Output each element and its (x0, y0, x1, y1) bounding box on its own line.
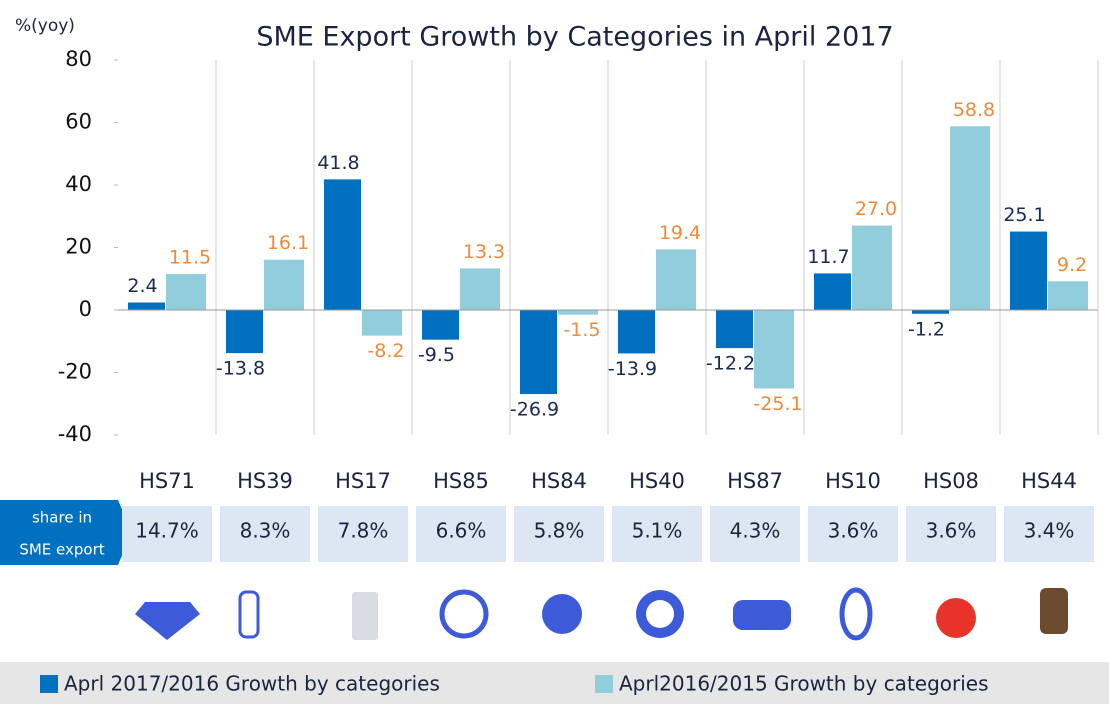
value-label: -13.8 (216, 358, 265, 380)
share-value: 3.4% (1024, 519, 1075, 543)
value-label: -1.5 (563, 319, 600, 341)
bar (716, 310, 753, 349)
legend-swatch (595, 675, 613, 693)
bar (912, 310, 949, 314)
bar (362, 310, 402, 336)
x-tick-label: HS39 (237, 469, 293, 493)
x-tick-label: HS84 (531, 469, 587, 493)
value-label: -26.9 (510, 399, 559, 421)
share-label: SME export (19, 541, 104, 559)
bar (226, 310, 263, 354)
value-label: 41.8 (317, 152, 359, 174)
legend-swatch (40, 675, 58, 693)
legend-label: Aprl 2017/2016 Growth by categories (64, 672, 440, 696)
share-box (710, 506, 800, 562)
share-value: 3.6% (926, 519, 977, 543)
bar (656, 249, 696, 310)
share-value: 6.6% (436, 519, 487, 543)
bar (558, 310, 598, 315)
share-label-box (0, 500, 132, 565)
share-value: 5.8% (534, 519, 585, 543)
value-label: -25.1 (753, 393, 802, 415)
icon-diamond (135, 602, 200, 640)
bar (618, 310, 655, 354)
y-tick-label: 60 (65, 110, 92, 134)
bar (754, 310, 794, 389)
bar (128, 302, 165, 310)
value-label: 11.7 (807, 246, 849, 268)
y-tick-label: 40 (65, 172, 92, 196)
value-label: 16.1 (267, 232, 309, 254)
bar (324, 179, 361, 310)
bar (852, 225, 892, 310)
x-tick-label: HS44 (1021, 469, 1077, 493)
y-tick-label: 80 (65, 47, 92, 71)
bar (1048, 281, 1088, 310)
x-tick-label: HS71 (139, 469, 195, 493)
share-box (808, 506, 898, 562)
bar (460, 268, 500, 310)
value-label: -8.2 (367, 340, 404, 362)
x-tick-label: HS08 (923, 469, 979, 493)
icon-apple (936, 598, 976, 638)
share-box (612, 506, 702, 562)
icons (135, 587, 1068, 641)
x-tick-label: HS40 (629, 469, 685, 493)
share-value: 4.3% (730, 519, 781, 543)
icon-gear (542, 594, 582, 634)
share-value: 14.7% (135, 519, 199, 543)
y-tick-label: 20 (65, 235, 92, 259)
icon-wheat (839, 587, 873, 641)
value-label: 11.5 (169, 247, 211, 269)
icon-log (1040, 588, 1068, 634)
legend-label: Aprl2016/2015 Growth by categories (619, 672, 989, 696)
value-label: -13.9 (608, 358, 657, 380)
value-label: 58.8 (953, 99, 995, 121)
value-label: -1.2 (908, 318, 945, 340)
share-box (220, 506, 310, 562)
share-box (416, 506, 506, 562)
icon-plug (439, 589, 489, 639)
share-box (122, 506, 212, 562)
share-box (318, 506, 408, 562)
legend-background (0, 662, 1109, 704)
share-box (906, 506, 996, 562)
bar (814, 273, 851, 310)
y-tick-label: -40 (58, 422, 92, 446)
bar (950, 126, 990, 310)
chart-title: SME Export Growth by Categories in April… (256, 22, 893, 53)
share-value: 5.1% (632, 519, 683, 543)
y-axis-label: %(yoy) (15, 16, 75, 36)
bar (520, 310, 557, 395)
share-value: 3.6% (828, 519, 879, 543)
x-tick-label: HS87 (727, 469, 783, 493)
share-box (514, 506, 604, 562)
bar (422, 310, 459, 340)
bar (264, 259, 304, 310)
icon-tire-rim (646, 600, 674, 628)
value-label: 9.2 (1057, 254, 1087, 276)
value-label: 13.3 (463, 241, 505, 263)
share-value: 7.8% (338, 519, 389, 543)
bar (166, 274, 206, 310)
value-label: 27.0 (855, 198, 897, 220)
value-label: 19.4 (659, 222, 701, 244)
share-label: share in (32, 509, 92, 527)
value-label: -12.2 (706, 353, 755, 375)
x-tick-label: HS17 (335, 469, 391, 493)
value-label: -9.5 (418, 344, 455, 366)
share-box (1004, 506, 1094, 562)
value-label: 25.1 (1003, 204, 1045, 226)
bar (1010, 231, 1047, 310)
y-tick-label: -20 (58, 360, 92, 384)
icon-car (733, 600, 791, 630)
share-value: 8.3% (240, 519, 291, 543)
value-label: 2.4 (127, 275, 157, 297)
x-tick-label: HS10 (825, 469, 881, 493)
y-tick-label: 0 (79, 297, 92, 321)
icon-bottle (238, 590, 260, 639)
x-tick-label: HS85 (433, 469, 489, 493)
icon-sugar (352, 592, 378, 640)
